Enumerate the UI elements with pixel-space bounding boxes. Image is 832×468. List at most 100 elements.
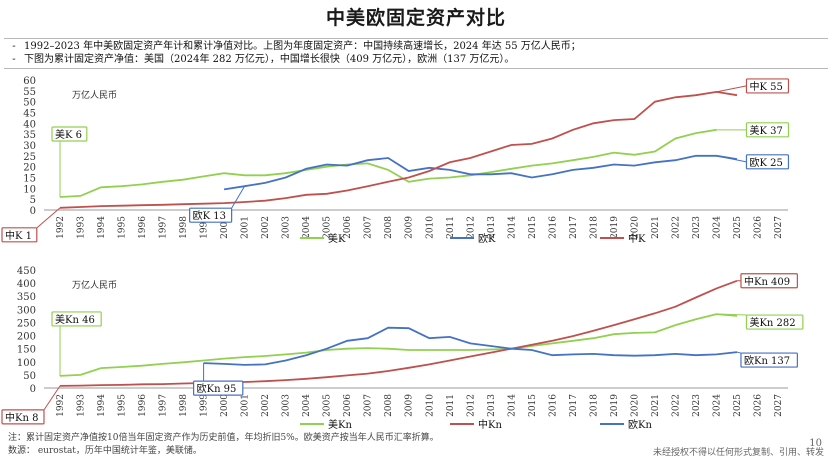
y-tick-label: 20 bbox=[23, 163, 36, 174]
x-tick-label: 2003 bbox=[282, 216, 292, 239]
data-label: 美Kn 282 bbox=[749, 316, 795, 329]
x-tick-label: 1995 bbox=[118, 216, 128, 239]
callout-leader bbox=[716, 155, 747, 163]
footnote: 注：累计固定资产净值按10倍当年固定资产作为历史前值，年均折旧5%。欧美资产按当… bbox=[8, 432, 439, 458]
x-tick-label: 2011 bbox=[446, 216, 456, 239]
series-line-欧Kn bbox=[203, 326, 738, 366]
x-tick-label: 2009 bbox=[405, 394, 415, 417]
x-tick-label: 2026 bbox=[753, 394, 763, 417]
x-tick-label: 1993 bbox=[77, 394, 87, 417]
legend-label: 美Kn bbox=[328, 418, 352, 431]
x-tick-label: 2007 bbox=[364, 216, 374, 239]
y-tick-label: 400 bbox=[17, 279, 36, 290]
x-tick-label: 2015 bbox=[528, 394, 538, 417]
x-tick-label: 2002 bbox=[261, 394, 271, 417]
footnote-source: 数源： eurostat，历年中国统计年鉴，美联储。 bbox=[8, 446, 202, 456]
legend-label: 中K bbox=[628, 232, 646, 245]
page-title: 中美欧固定资产对比 bbox=[325, 7, 506, 29]
y-tick-label: 150 bbox=[17, 345, 36, 356]
x-tick-label: 1998 bbox=[179, 394, 189, 417]
y-tick-label: 35 bbox=[23, 130, 36, 141]
x-tick-label: 2024 bbox=[712, 216, 722, 239]
unit-label: 万亿人民币 bbox=[72, 279, 117, 291]
x-tick-label: 2001 bbox=[241, 216, 251, 239]
data-label: 美K 6 bbox=[55, 128, 82, 141]
x-tick-label: 1993 bbox=[77, 216, 87, 239]
y-tick-label: 300 bbox=[17, 305, 36, 316]
summary-text-2: 下图为累计固定资产净值：美国（2024年 282 万亿元），中国增长很快（409… bbox=[24, 54, 515, 65]
y-tick-label: 50 bbox=[23, 98, 36, 109]
x-tick-label: 2014 bbox=[507, 394, 517, 417]
x-tick-label: 1996 bbox=[138, 216, 148, 239]
data-label: 美Kn 46 bbox=[55, 313, 95, 326]
x-tick-label: 1997 bbox=[159, 394, 169, 417]
y-tick-label: 25 bbox=[23, 152, 36, 163]
x-tick-label: 2020 bbox=[630, 394, 640, 417]
y-tick-label: 250 bbox=[17, 318, 36, 329]
x-tick-label: 2022 bbox=[671, 394, 681, 417]
x-tick-label: 2006 bbox=[343, 216, 353, 239]
callout-box bbox=[745, 78, 790, 94]
callout-box bbox=[745, 122, 790, 138]
callout-leader bbox=[43, 385, 61, 411]
callout-leader bbox=[736, 351, 742, 354]
x-tick-label: 2010 bbox=[425, 216, 435, 239]
callout-box bbox=[1, 409, 45, 425]
callout-box bbox=[745, 154, 790, 170]
x-tick-label: 2015 bbox=[528, 216, 538, 239]
y-tick-label: 350 bbox=[17, 292, 36, 303]
data-label: 欧K 13 bbox=[193, 210, 226, 222]
x-tick-label: 1995 bbox=[118, 394, 128, 417]
x-tick-label: 2000 bbox=[220, 394, 230, 417]
annual-fixed-assets-chart: 0 5 10 15 20 25 30 35 40 45 50 55 60 1992 1993 1994 1995… bbox=[0, 70, 832, 250]
x-tick-label: 2016 bbox=[548, 394, 558, 417]
x-tick-label: 2014 bbox=[507, 216, 517, 239]
x-tick-label: 2003 bbox=[282, 394, 292, 417]
series-line-中Kn bbox=[59, 279, 738, 387]
x-tick-label: 2022 bbox=[671, 216, 681, 239]
summary-box: - 1992–2023 年中美欧固定资产年计和累计净值对比。上图为年度固定资产：… bbox=[4, 38, 828, 69]
x-tick-label: 2021 bbox=[651, 394, 661, 417]
copyright-notice: 未经授权不得以任何形式复制、引用、转发 bbox=[652, 448, 824, 458]
series-line-欧K bbox=[223, 154, 738, 191]
y-tick-label: 60 bbox=[23, 76, 36, 87]
data-label: 中Kn 409 bbox=[744, 275, 790, 288]
x-tick-label: 2019 bbox=[610, 394, 620, 417]
x-tick-label: 1992 bbox=[56, 216, 66, 239]
x-tick-label: 1994 bbox=[97, 394, 107, 417]
x-tick-label: 2012 bbox=[466, 394, 476, 417]
x-tick-label: 2017 bbox=[569, 394, 579, 417]
callout-box bbox=[51, 311, 102, 327]
callout-box bbox=[189, 207, 233, 223]
callout-leader bbox=[716, 85, 747, 93]
data-label: 欧Kn 137 bbox=[744, 355, 790, 367]
series-line-中K bbox=[59, 90, 738, 209]
y-tick-label: 0 bbox=[30, 384, 36, 395]
x-tick-label: 2016 bbox=[548, 216, 558, 239]
legend-label: 美K bbox=[328, 232, 346, 245]
x-tick-label: 2010 bbox=[425, 394, 435, 417]
y-tick-label: 55 bbox=[23, 87, 36, 98]
legend-label: 欧Kn bbox=[628, 419, 652, 431]
x-tick-label: 2006 bbox=[343, 394, 353, 417]
unit-label: 万亿人民币 bbox=[72, 89, 117, 101]
x-tick-label: 2026 bbox=[753, 216, 763, 239]
y-tick-label: 200 bbox=[17, 332, 36, 343]
summary-text-1: 1992–2023 年中美欧固定资产年计和累计净值对比。上图为年度固定资产：中国… bbox=[24, 41, 581, 52]
x-tick-label: 2025 bbox=[733, 394, 743, 417]
x-tick-label: 2005 bbox=[323, 216, 333, 239]
x-tick-label: 2002 bbox=[261, 216, 271, 239]
x-tick-label: 2004 bbox=[302, 394, 312, 417]
x-tick-label: 2005 bbox=[323, 394, 333, 417]
x-tick-label: 2008 bbox=[384, 394, 394, 417]
callout-box bbox=[1, 227, 38, 243]
callout-leader bbox=[231, 185, 246, 209]
footnote-note: 注：累计固定资产净值按10倍当年固定资产作为历史前值，年均折旧5%。欧美资产按当… bbox=[8, 433, 439, 443]
callout-box bbox=[51, 126, 88, 142]
x-tick-label: 1999 bbox=[200, 216, 210, 239]
x-tick-label: 2023 bbox=[692, 394, 702, 417]
data-label: 欧Kn 95 bbox=[197, 383, 237, 395]
bullet-dash: - bbox=[12, 41, 16, 52]
data-label: 中Kn 8 bbox=[5, 411, 38, 424]
